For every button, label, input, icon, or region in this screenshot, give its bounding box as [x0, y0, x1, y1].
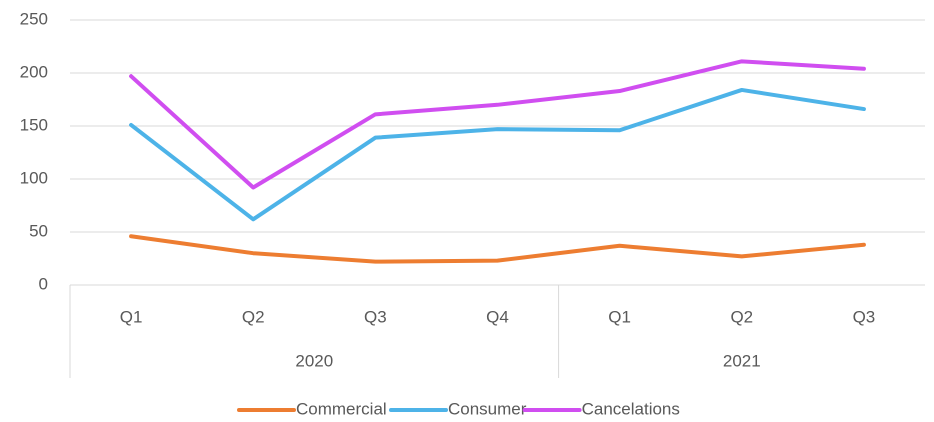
x-tick-label: Q2 [730, 307, 753, 326]
legend-label: Commercial [296, 399, 387, 418]
x-tick-label: Q1 [120, 307, 143, 326]
y-tick-label: 50 [29, 221, 48, 240]
y-tick-label: 150 [20, 115, 48, 134]
group-label: 2020 [295, 351, 333, 370]
x-tick-label: Q3 [364, 307, 387, 326]
x-tick-label: Q3 [853, 307, 876, 326]
line-series [129, 87, 866, 222]
legend-label: Consumer [448, 399, 527, 418]
y-tick-label: 0 [39, 274, 48, 293]
x-tick-label: Q1 [608, 307, 631, 326]
legend-label: Cancelations [582, 399, 680, 418]
y-tick-label: 200 [20, 62, 48, 81]
y-tick-label: 250 [20, 9, 48, 28]
y-tick-label: 100 [20, 168, 48, 187]
group-label: 2021 [723, 351, 761, 370]
x-tick-label: Q2 [242, 307, 265, 326]
line-series [129, 59, 866, 190]
x-tick-label: Q4 [486, 307, 509, 326]
line-series [129, 234, 866, 264]
